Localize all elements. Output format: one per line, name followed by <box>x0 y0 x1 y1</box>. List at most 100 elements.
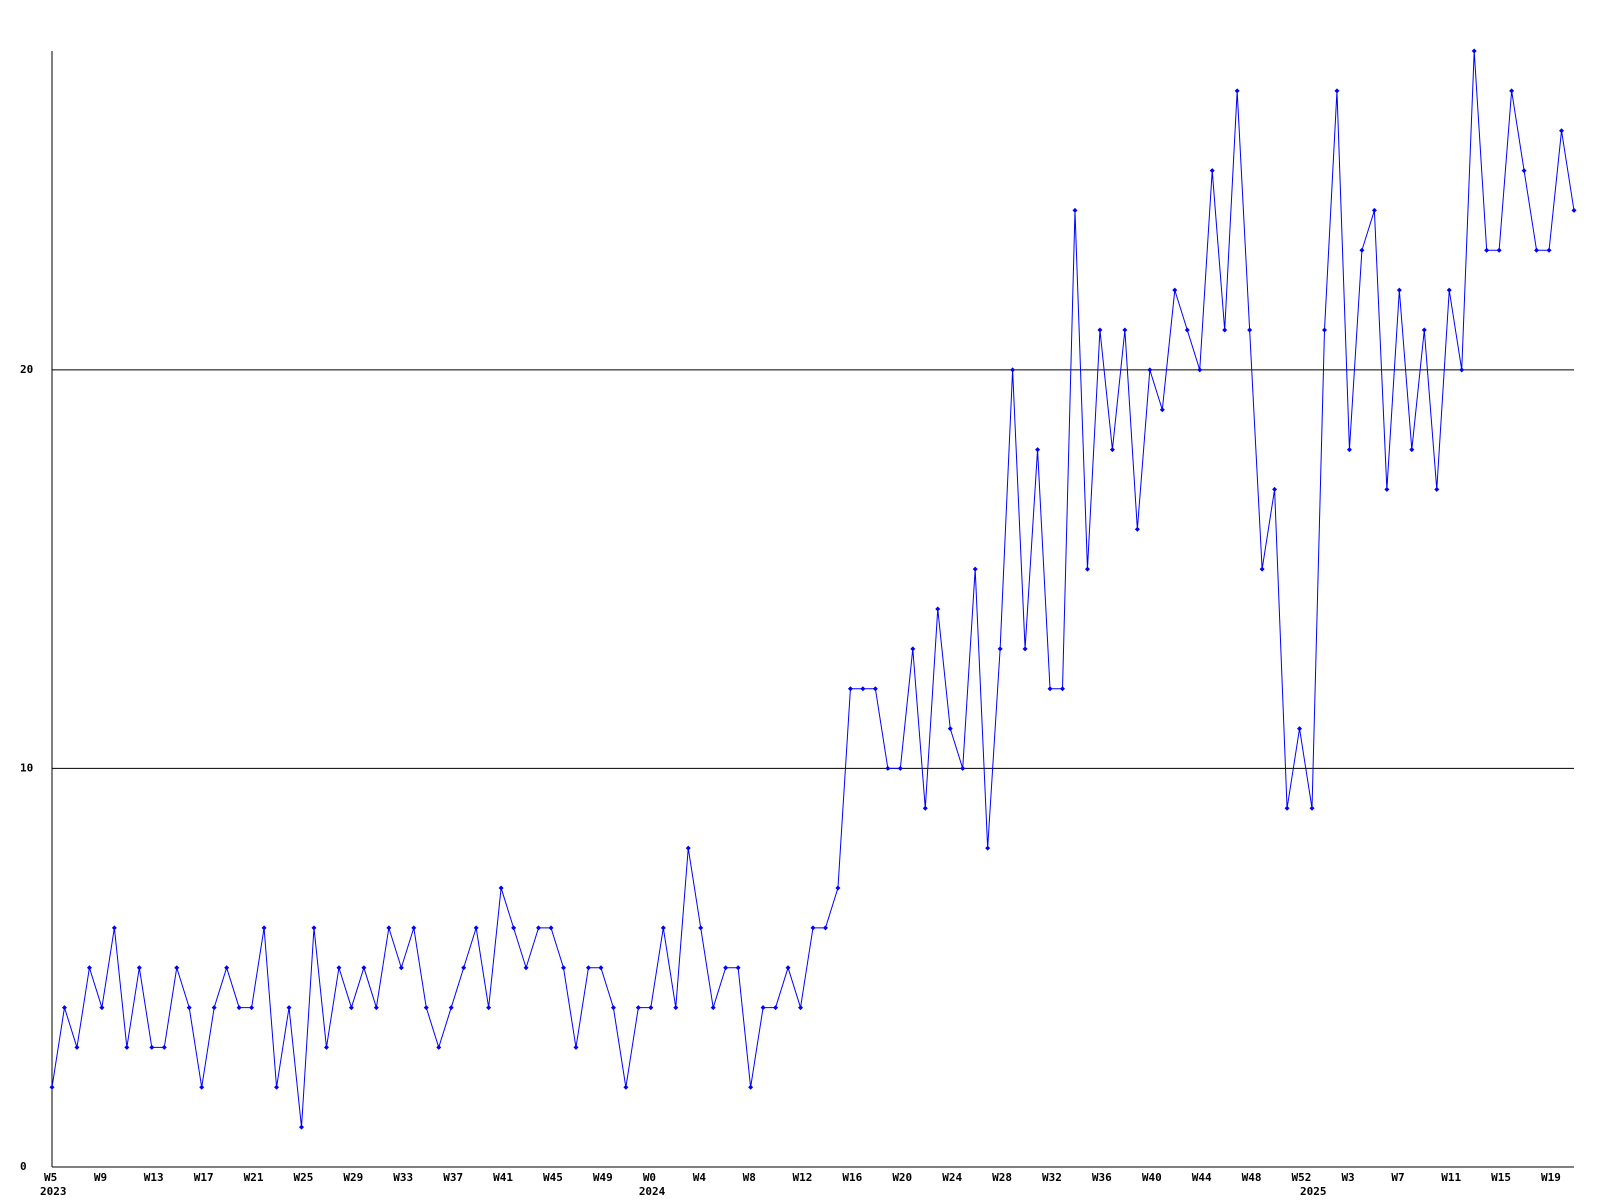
data-point <box>1321 327 1327 333</box>
x-tick-label: W9 <box>94 1171 107 1184</box>
data-point <box>1334 88 1340 94</box>
data-point <box>136 965 142 971</box>
data-point <box>1159 407 1165 413</box>
data-point <box>847 686 853 692</box>
data-point <box>74 1044 80 1050</box>
data-point <box>299 1124 305 1130</box>
x-tick-label: W28 <box>992 1171 1012 1184</box>
data-point <box>1521 168 1527 174</box>
x-tick-label: W49 <box>593 1171 613 1184</box>
data-point <box>1035 447 1041 453</box>
data-point <box>1309 805 1315 811</box>
data-point <box>1359 247 1365 253</box>
data-point <box>922 805 928 811</box>
data-point <box>323 1044 329 1050</box>
data-point <box>972 566 978 572</box>
x-tick-label: W19 <box>1541 1171 1561 1184</box>
data-point <box>311 925 317 931</box>
data-point <box>860 686 866 692</box>
x-tick-label: W12 <box>793 1171 813 1184</box>
data-point <box>910 646 916 652</box>
data-point <box>1546 247 1552 253</box>
data-point <box>111 925 117 931</box>
x-tick-label: W52 <box>1292 1171 1312 1184</box>
data-point <box>523 965 529 971</box>
x-tick-label: W32 <box>1042 1171 1062 1184</box>
data-point <box>1184 327 1190 333</box>
data-point <box>935 606 941 612</box>
data-point <box>286 1005 292 1011</box>
y-tick-label: 20 <box>20 363 33 376</box>
data-point <box>1122 327 1128 333</box>
data-point <box>1234 88 1240 94</box>
data-point <box>660 925 666 931</box>
data-point <box>498 885 504 891</box>
data-point <box>174 965 180 971</box>
data-point <box>448 1005 454 1011</box>
data-point <box>623 1084 629 1090</box>
x-tick-label: W36 <box>1092 1171 1112 1184</box>
data-point <box>985 845 991 851</box>
data-point <box>348 1005 354 1011</box>
x-tick-label: W11 <box>1441 1171 1461 1184</box>
data-point <box>610 1005 616 1011</box>
data-point <box>1022 646 1028 652</box>
data-point <box>1434 486 1440 492</box>
data-point <box>511 925 517 931</box>
x-tick-label: W13 <box>144 1171 164 1184</box>
data-point <box>897 765 903 771</box>
x-tick-label: W33 <box>393 1171 413 1184</box>
data-point <box>1409 447 1415 453</box>
data-point <box>186 1005 192 1011</box>
data-point <box>822 925 828 931</box>
data-point <box>710 1005 716 1011</box>
data-point <box>274 1084 280 1090</box>
data-point <box>947 726 953 732</box>
x-tick-label: W17 <box>194 1171 214 1184</box>
data-point <box>560 965 566 971</box>
data-point <box>1222 327 1228 333</box>
data-point <box>1284 805 1290 811</box>
x-tick-label: W7 <box>1391 1171 1404 1184</box>
x-tick-label: W48 <box>1242 1171 1262 1184</box>
data-point <box>635 1005 641 1011</box>
data-point <box>1047 686 1053 692</box>
data-point <box>1571 207 1577 213</box>
data-point <box>997 646 1003 652</box>
data-point <box>835 885 841 891</box>
x-tick-label: W45 <box>543 1171 563 1184</box>
data-point <box>1421 327 1427 333</box>
data-point <box>598 965 604 971</box>
data-point <box>86 965 92 971</box>
data-point <box>486 1005 492 1011</box>
data-point <box>1197 367 1203 373</box>
data-point <box>1247 327 1253 333</box>
data-point <box>1509 88 1515 94</box>
data-point <box>735 965 741 971</box>
x-year-label: 2025 <box>1300 1185 1327 1198</box>
data-point <box>872 686 878 692</box>
data-point <box>124 1044 130 1050</box>
data-point <box>1384 486 1390 492</box>
data-point <box>1484 247 1490 253</box>
data-point <box>1471 48 1477 54</box>
x-tick-label: W24 <box>942 1171 962 1184</box>
data-point <box>1446 287 1452 293</box>
data-point <box>885 765 891 771</box>
x-tick-label: W0 <box>643 1171 656 1184</box>
x-tick-label: W15 <box>1491 1171 1511 1184</box>
data-point <box>1297 726 1303 732</box>
data-point <box>373 1005 379 1011</box>
data-point <box>798 1005 804 1011</box>
data-point <box>386 925 392 931</box>
data-point <box>1147 367 1153 373</box>
x-tick-label: W4 <box>693 1171 707 1184</box>
y-tick-label: 0 <box>20 1160 27 1173</box>
data-point <box>1371 207 1377 213</box>
x-tick-label: W8 <box>743 1171 756 1184</box>
data-point <box>411 925 417 931</box>
y-tick-label: 10 <box>20 761 33 774</box>
data-point <box>573 1044 579 1050</box>
data-point <box>1259 566 1265 572</box>
data-point <box>1459 367 1465 373</box>
